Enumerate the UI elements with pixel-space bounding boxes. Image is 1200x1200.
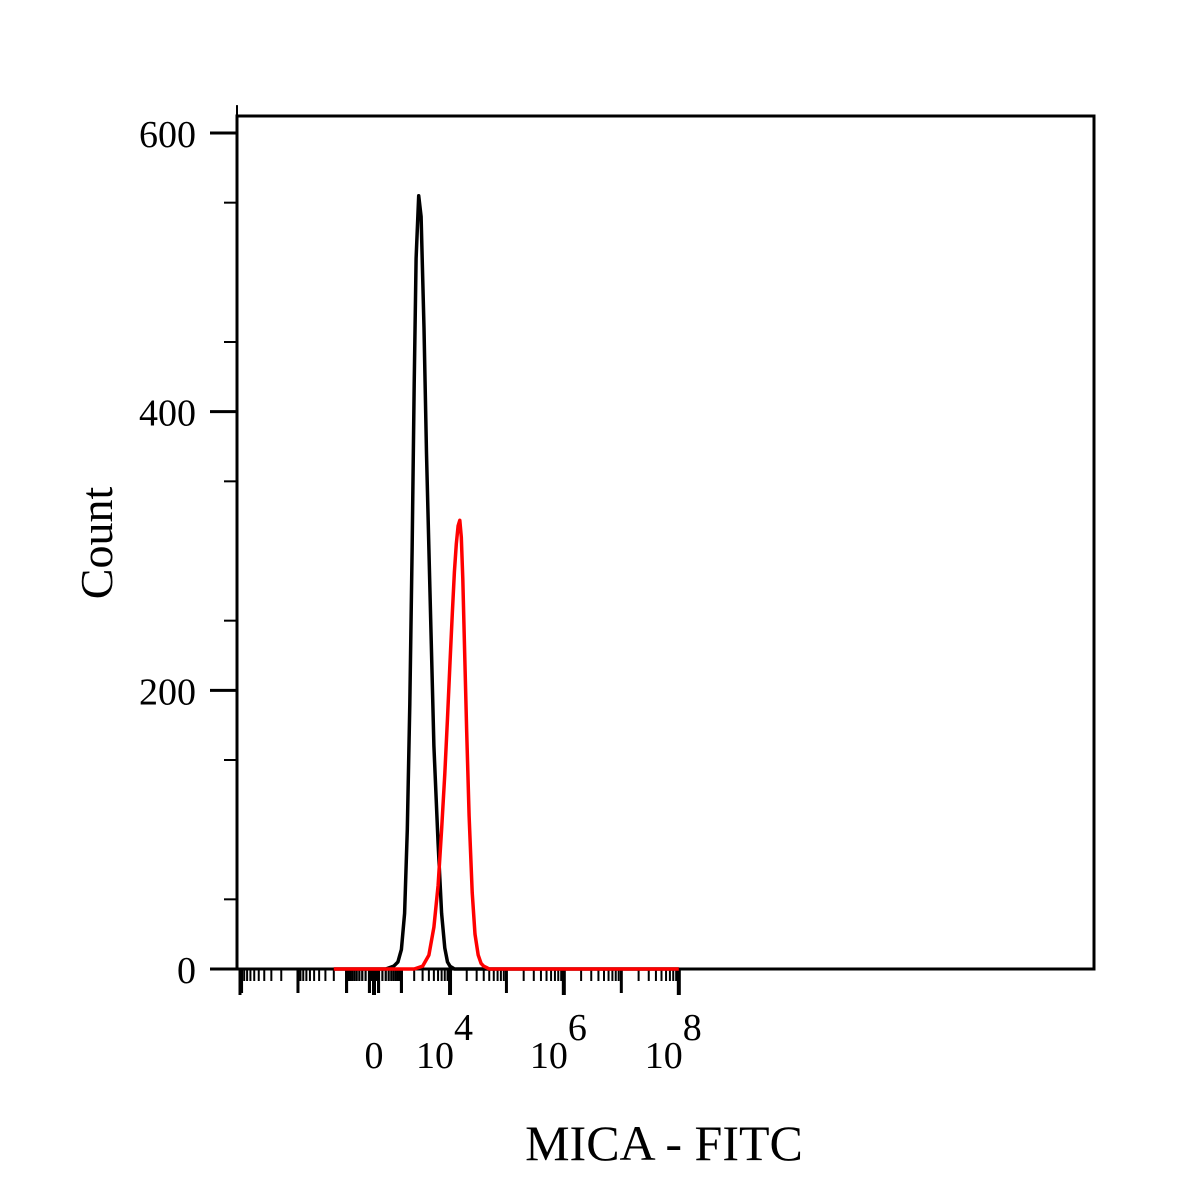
x-tick-label-exponent: 4	[454, 1007, 473, 1049]
y-tick-label: 400	[139, 393, 196, 435]
histogram-series-1	[333, 193, 679, 971]
x-tick-label: 106	[530, 1007, 587, 1077]
x-tick-label: 104	[416, 1007, 473, 1077]
y-axis: 0 200 400 600	[139, 105, 238, 992]
series-layer	[333, 193, 679, 971]
y-tick-label: 0	[177, 950, 196, 992]
x-tick-label-base: 10	[645, 1035, 683, 1077]
histogram-series-2	[333, 518, 679, 971]
x-tick-label: 108	[645, 1007, 702, 1077]
y-tick-label: 200	[139, 671, 196, 713]
y-axis-label: Count	[71, 487, 122, 600]
x-axis-label: MICA - FITC	[525, 1115, 803, 1171]
x-tick-label-exponent: 8	[683, 1007, 702, 1049]
y-tick-label: 600	[139, 114, 196, 156]
x-tick-label-exponent: 6	[568, 1007, 587, 1049]
x-tick-label-base: 10	[530, 1035, 568, 1077]
x-tick-label: 0	[365, 1035, 384, 1077]
x-tick-label-base: 10	[416, 1035, 454, 1077]
plot-frame	[235, 114, 1096, 971]
